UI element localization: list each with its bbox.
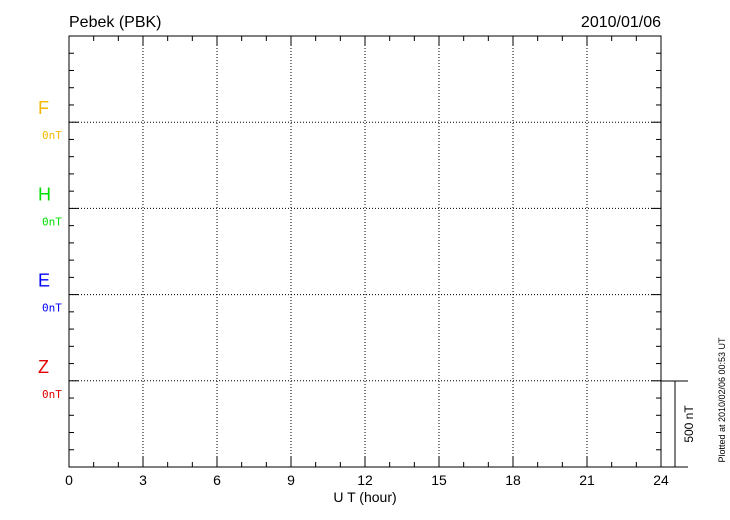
scale-bar: 500 nT <box>661 380 696 468</box>
series-baseline-label: 0nT <box>42 215 62 228</box>
x-tick-label: 12 <box>357 472 373 488</box>
scale-bar-label: 500 nT <box>682 405 696 443</box>
series-baseline-label: 0nT <box>42 129 62 142</box>
series-baseline-label: 0nT <box>42 388 62 401</box>
series-name-f: F <box>38 98 49 118</box>
x-tick-label: 3 <box>139 472 147 488</box>
series-labels: F 0nT H 0nT E 0nT Z 0nT <box>38 98 62 401</box>
chart-title: Pebek (PBK) <box>69 14 161 31</box>
x-tick-label: 9 <box>287 472 295 488</box>
chart-date: 2010/01/06 <box>581 14 661 31</box>
plotted-note: Plotted at 2010/02/06 00:53 UT <box>717 337 727 463</box>
x-tick-label: 18 <box>505 472 521 488</box>
series-baseline-label: 0nT <box>42 302 62 315</box>
x-tick-label: 21 <box>579 472 595 488</box>
series-name-h: H <box>38 184 51 204</box>
axis-ticks <box>68 35 662 468</box>
x-axis-label: U T (hour) <box>333 489 396 505</box>
plot-frame <box>68 35 662 468</box>
series-name-e: E <box>38 271 50 291</box>
x-tick-label: 15 <box>431 472 447 488</box>
x-tick-label: 0 <box>65 472 73 488</box>
grid <box>69 36 661 467</box>
series-name-z: Z <box>38 357 49 377</box>
x-tick-label: 6 <box>213 472 221 488</box>
x-tick-label: 24 <box>653 472 669 488</box>
x-tick-labels: 0 3 6 9 12 15 18 21 24 <box>65 472 669 488</box>
